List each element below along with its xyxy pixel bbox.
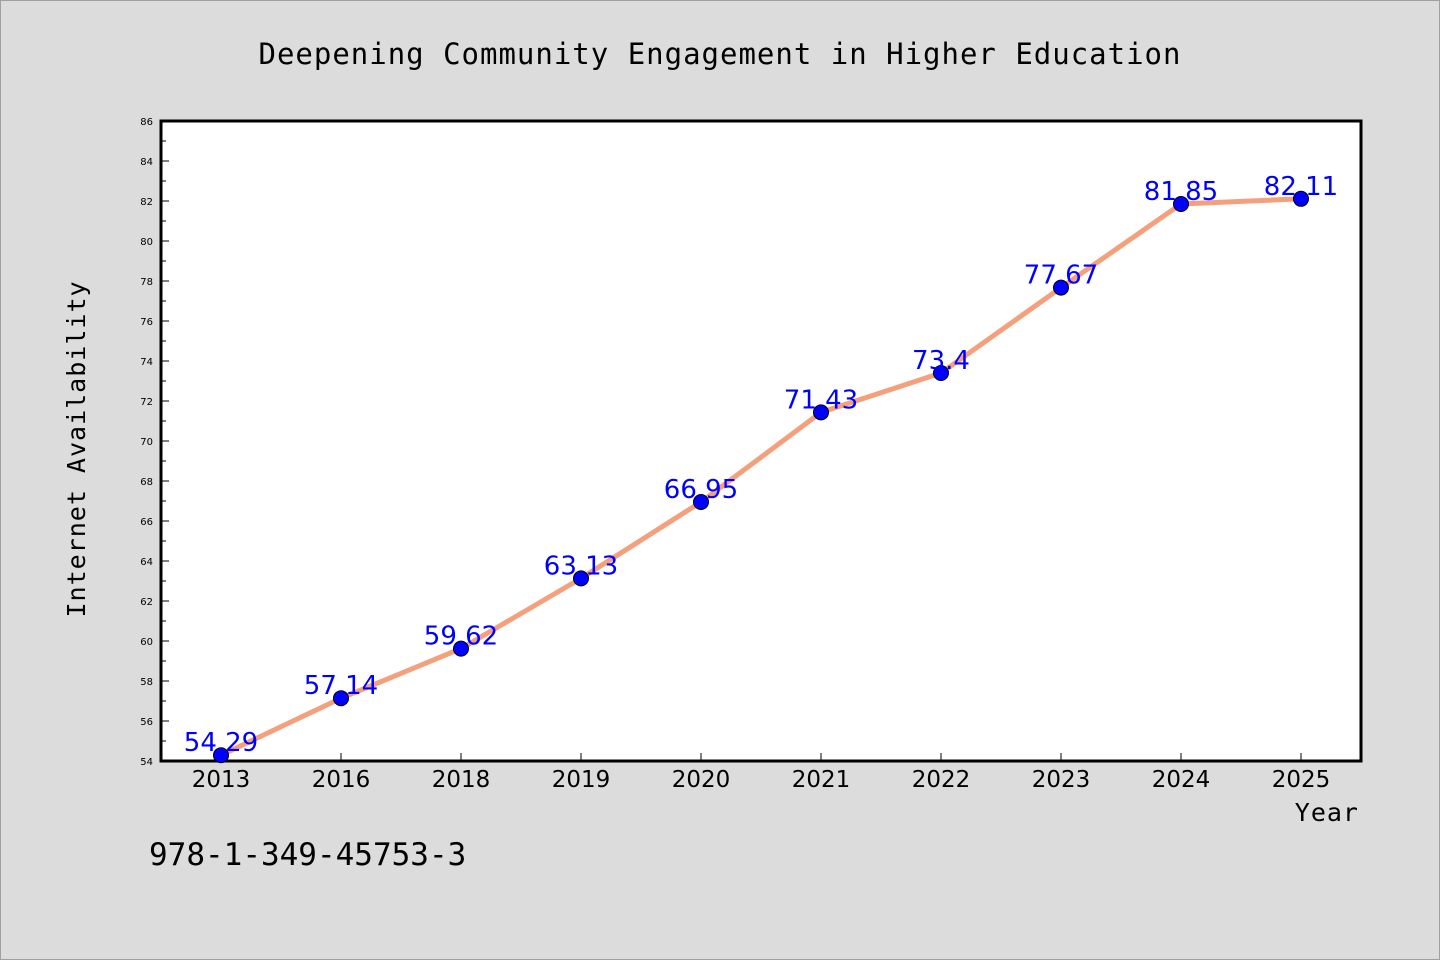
x-tick-label: 2020 — [672, 767, 731, 793]
y-tick-label: 76 — [140, 317, 153, 328]
data-point — [1053, 279, 1069, 296]
y-axis-label: Internet Availability — [62, 280, 91, 617]
data-label: 82.11 — [1264, 172, 1338, 202]
data-label: 77.67 — [1024, 261, 1098, 291]
x-tick-label: 2021 — [792, 767, 851, 793]
x-axis: 2013 2016 2018 2019 2020 2021 2022 2023 2024 2025 — [192, 753, 1331, 793]
y-tick-label: 66 — [140, 517, 153, 528]
y-tick-label: 64 — [140, 557, 153, 568]
x-tick-label: 2024 — [1152, 767, 1211, 793]
isbn-code: 978-1-349-45753-3 — [149, 837, 466, 873]
data-point — [933, 365, 949, 381]
y-tick-label: 72 — [140, 397, 153, 408]
x-axis-label: Year — [1295, 798, 1359, 827]
data-point — [813, 404, 829, 421]
x-tick-label: 2022 — [912, 767, 971, 793]
y-tick-label: 86 — [140, 117, 153, 128]
x-tick-label: 2019 — [552, 767, 611, 793]
y-tick-label: 58 — [140, 677, 153, 688]
data-label: 59.62 — [424, 622, 498, 652]
x-tick-label: 2016 — [312, 767, 371, 793]
data-label: 81.85 — [1144, 177, 1218, 207]
x-tick-label: 2013 — [192, 767, 251, 793]
y-tick-label: 70 — [140, 437, 153, 448]
y-tick-label: 78 — [140, 277, 153, 288]
data-label: 73.4 — [912, 346, 970, 376]
y-tick-label: 74 — [140, 357, 153, 368]
data-labels: 54.29 57.14 59.62 63.13 66.95 71.43 73.4 77.67 8… — [184, 172, 1338, 758]
data-label: 71.43 — [784, 385, 858, 415]
y-tick-label: 82 — [140, 197, 153, 208]
y-tick-label: 54 — [140, 757, 153, 768]
x-tick-label: 2025 — [1272, 767, 1331, 793]
y-tick-label: 60 — [140, 637, 153, 648]
y-tick-label: 56 — [140, 717, 153, 728]
x-tick-label: 2018 — [432, 767, 491, 793]
data-label: 66.95 — [664, 475, 738, 505]
x-tick-label: 2023 — [1032, 767, 1091, 793]
data-point — [693, 494, 709, 510]
data-point — [1293, 190, 1309, 207]
data-point — [573, 570, 589, 587]
plot-area — [159, 119, 1363, 763]
data-label: 54.29 — [184, 728, 258, 758]
y-axis: 54 56 58 60 62 64 66 68 70 72 74 76 78 80 82 84 86 — [140, 117, 169, 768]
y-tick-label: 68 — [140, 477, 153, 488]
y-tick-label: 80 — [140, 237, 153, 248]
data-point — [333, 690, 349, 707]
data-point — [453, 640, 469, 657]
chart-title: Deepening Community Engagement in Higher… — [259, 37, 1182, 71]
data-point — [213, 747, 229, 764]
series-line — [218, 196, 1304, 758]
y-tick-label: 84 — [140, 157, 153, 168]
series-markers — [213, 190, 1309, 764]
data-label: 57.14 — [304, 671, 378, 701]
data-label: 63.13 — [544, 551, 618, 581]
y-tick-label: 62 — [140, 597, 153, 608]
data-point — [1173, 196, 1189, 212]
